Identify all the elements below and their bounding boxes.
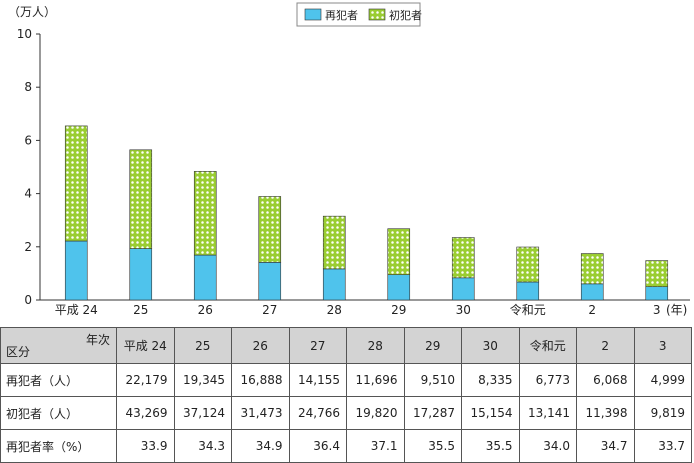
table-header-row: 年次 区分 平成 24 25 26 27 28 29 30 令和元 2 3 (0, 327, 692, 364)
table-header-cell: 26 (231, 327, 290, 364)
y-tick-label: 10 (17, 27, 32, 41)
table-cell: 14,155 (288, 363, 347, 397)
bar-repeat-offenders (580, 283, 604, 301)
x-axis-labels: 平成 24 25 26 27 28 29 30 令和元 2 3 (年) (55, 302, 688, 317)
table-cell: 36.4 (288, 429, 347, 463)
table-cell: 35.5 (403, 429, 462, 463)
table-cell: 22,179 (116, 363, 175, 397)
bar-first-offenders (258, 196, 282, 263)
y-tick-label: 4 (24, 187, 32, 201)
bar-repeat-offenders (516, 281, 540, 301)
legend-swatch (304, 8, 322, 21)
y-tick-label: 0 (24, 293, 32, 307)
legend-swatch (368, 8, 386, 21)
bar-repeat-offenders (322, 268, 346, 301)
x-tick-label: 25 (133, 303, 148, 317)
table-cell: 33.9 (116, 429, 175, 463)
table-cell: 9,510 (403, 363, 462, 397)
bar-first-offenders (580, 253, 604, 285)
bar-repeat-offenders (64, 240, 88, 301)
row-label: 初犯者（人） (0, 396, 117, 430)
table-cell: 6,068 (576, 363, 635, 397)
corner-year-label: 年次 (85, 333, 110, 347)
legend-label: 再犯者 (325, 9, 358, 22)
table-cell: 6,773 (518, 363, 577, 397)
table-header-cell: 30 (461, 327, 520, 364)
bar-first-offenders (516, 246, 540, 283)
table-cell: 13,141 (518, 396, 577, 430)
table-cell: 4,999 (633, 363, 692, 397)
corner-category-label: 区分 (6, 345, 31, 359)
table-cell: 9,819 (633, 396, 692, 430)
x-tick-label: 28 (327, 303, 342, 317)
x-tick-label: 3 (653, 303, 661, 317)
legend-box (296, 2, 421, 27)
legend: 再犯者 初犯者 (296, 2, 422, 27)
table-cell: 31,473 (231, 396, 290, 430)
x-tick-label: 30 (456, 303, 471, 317)
table-header-cell: 29 (403, 327, 462, 364)
bar-first-offenders (193, 171, 217, 256)
y-unit-label: （万人） (8, 5, 56, 19)
table-corner-cell: 年次区分 (0, 327, 117, 364)
table-cell: 11,398 (576, 396, 635, 430)
x-tick-label: 平成 24 (55, 303, 98, 317)
table-header-cell: 2 (576, 327, 635, 364)
bar-repeat-offenders (387, 274, 411, 301)
y-tick-label: 6 (24, 133, 32, 147)
bar-repeat-offenders (258, 262, 282, 301)
table-cell: 24,766 (288, 396, 347, 430)
table-header-cell: 25 (173, 327, 232, 364)
table-cell: 34.9 (231, 429, 290, 463)
bar-repeat-offenders (451, 277, 475, 301)
table-cell: 34.7 (576, 429, 635, 463)
bar-first-offenders (64, 125, 88, 242)
table-cell: 34.0 (518, 429, 577, 463)
x-unit-label: (年) (666, 303, 687, 317)
bar-first-offenders (451, 237, 475, 279)
table-header-cell: 令和元 (518, 327, 577, 364)
x-tick-label: 2 (588, 303, 596, 317)
data-table: 年次 区分 平成 24 25 26 27 28 29 30 令和元 2 3 再犯者（人） 22,179 19… (0, 327, 692, 463)
table-cell: 37.1 (346, 429, 405, 463)
table-cell: 15,154 (461, 396, 520, 430)
table-row: 初犯者（人） 43,269 37,124 31,473 24,766 19,820 17,2… (0, 396, 692, 430)
table-header-cell: 平成 24 (116, 327, 175, 364)
bar-repeat-offenders (645, 286, 669, 301)
table-cell: 37,124 (173, 396, 232, 430)
x-tick-label: 令和元 (510, 302, 546, 317)
table-header-cell: 3 (633, 327, 692, 364)
x-tick-label: 27 (262, 303, 277, 317)
legend-label: 初犯者 (389, 8, 422, 22)
row-label: 再犯者（人） (0, 363, 117, 397)
y-tick-label: 8 (24, 80, 32, 94)
y-tick-label: 2 (24, 240, 32, 254)
table-cell: 35.5 (461, 429, 520, 463)
table-cell: 33.7 (633, 429, 692, 463)
bar-first-offenders (387, 228, 411, 276)
table-header-cell: 27 (288, 327, 347, 364)
table-cell: 8,335 (461, 363, 520, 397)
bars (64, 125, 669, 301)
bar-first-offenders (129, 149, 153, 249)
table-header-cell: 28 (346, 327, 405, 364)
table-cell: 34.3 (173, 429, 232, 463)
bar-repeat-offenders (193, 254, 217, 301)
table-cell: 16,888 (231, 363, 290, 397)
table-row: 再犯者（人） 22,179 19,345 16,888 14,155 11,696 9,51… (0, 363, 692, 397)
table-cell: 19,820 (346, 396, 405, 430)
x-tick-label: 29 (391, 303, 406, 317)
table-cell: 17,287 (403, 396, 462, 430)
table-row: 再犯者率（%） 33.9 34.3 34.9 36.4 37.1 35.5 35.5 34.0 3… (0, 429, 692, 463)
bar-first-offenders (645, 260, 669, 288)
table-cell: 43,269 (116, 396, 175, 430)
table-cell: 19,345 (173, 363, 232, 397)
table-cell: 11,696 (346, 363, 405, 397)
x-tick-label: 26 (198, 303, 213, 317)
stacked-bar-chart: 再犯者 初犯者 0 2 4 6 8 10 （万人） 平成 24 25 26 27 28 29 30 令和元 2… (8, 2, 690, 317)
bar-first-offenders (322, 215, 346, 270)
bar-repeat-offenders (129, 248, 153, 301)
row-label: 再犯者率（%） (0, 429, 117, 463)
